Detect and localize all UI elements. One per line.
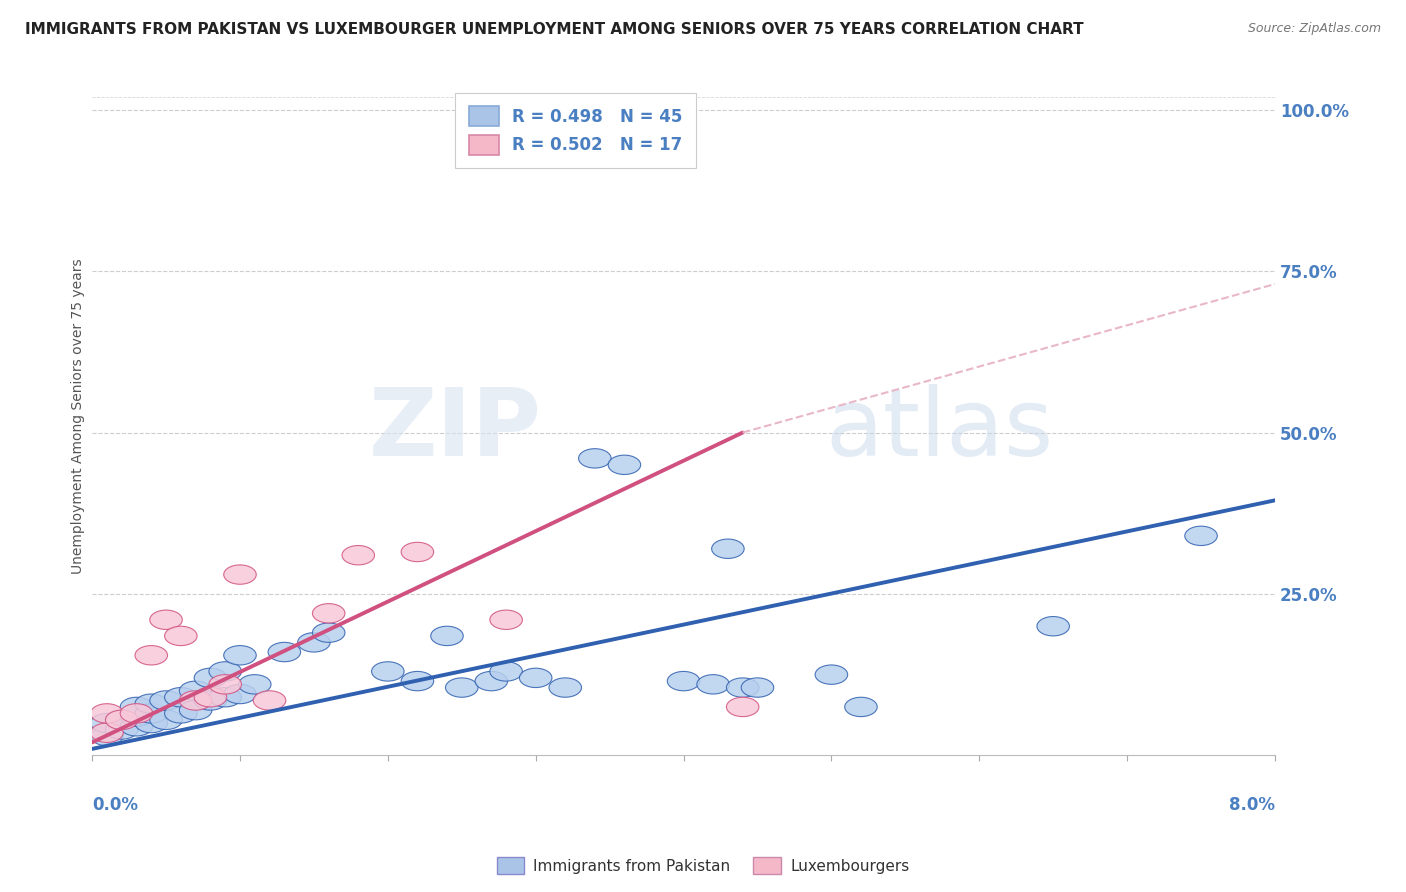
Text: 8.0%: 8.0%	[1229, 796, 1275, 814]
Ellipse shape	[105, 710, 138, 730]
Ellipse shape	[727, 698, 759, 716]
Ellipse shape	[135, 714, 167, 732]
Ellipse shape	[342, 546, 374, 565]
Ellipse shape	[105, 720, 138, 739]
Ellipse shape	[401, 542, 433, 562]
Ellipse shape	[519, 668, 553, 688]
Ellipse shape	[209, 688, 242, 707]
Ellipse shape	[727, 678, 759, 698]
Ellipse shape	[90, 723, 124, 742]
Ellipse shape	[475, 672, 508, 690]
Ellipse shape	[224, 565, 256, 584]
Ellipse shape	[135, 646, 167, 665]
Ellipse shape	[121, 698, 153, 716]
Ellipse shape	[578, 449, 612, 468]
Ellipse shape	[446, 678, 478, 698]
Ellipse shape	[697, 674, 730, 694]
Ellipse shape	[668, 672, 700, 690]
Ellipse shape	[209, 662, 242, 681]
Ellipse shape	[489, 662, 523, 681]
Ellipse shape	[489, 610, 523, 630]
Ellipse shape	[194, 668, 226, 688]
Ellipse shape	[90, 704, 124, 723]
Ellipse shape	[194, 688, 226, 707]
Ellipse shape	[135, 704, 167, 723]
Ellipse shape	[298, 632, 330, 652]
Text: ZIP: ZIP	[368, 384, 541, 476]
Ellipse shape	[209, 674, 242, 694]
Ellipse shape	[150, 710, 183, 730]
Ellipse shape	[371, 662, 404, 681]
Ellipse shape	[180, 690, 212, 710]
Ellipse shape	[224, 684, 256, 704]
Ellipse shape	[269, 642, 301, 662]
Ellipse shape	[105, 710, 138, 730]
Ellipse shape	[1036, 616, 1070, 636]
Text: Source: ZipAtlas.com: Source: ZipAtlas.com	[1247, 22, 1381, 36]
Y-axis label: Unemployment Among Seniors over 75 years: Unemployment Among Seniors over 75 years	[72, 259, 86, 574]
Ellipse shape	[224, 646, 256, 665]
Ellipse shape	[90, 714, 124, 732]
Ellipse shape	[121, 707, 153, 726]
Text: atlas: atlas	[825, 384, 1053, 476]
Ellipse shape	[90, 726, 124, 746]
Ellipse shape	[401, 672, 433, 690]
Ellipse shape	[548, 678, 582, 698]
Ellipse shape	[239, 674, 271, 694]
Ellipse shape	[194, 690, 226, 710]
Text: IMMIGRANTS FROM PAKISTAN VS LUXEMBOURGER UNEMPLOYMENT AMONG SENIORS OVER 75 YEAR: IMMIGRANTS FROM PAKISTAN VS LUXEMBOURGER…	[25, 22, 1084, 37]
Ellipse shape	[150, 690, 183, 710]
Ellipse shape	[121, 716, 153, 736]
Ellipse shape	[312, 623, 344, 642]
Ellipse shape	[741, 678, 773, 698]
Legend: Immigrants from Pakistan, Luxembourgers: Immigrants from Pakistan, Luxembourgers	[491, 851, 915, 880]
Ellipse shape	[609, 455, 641, 475]
Ellipse shape	[312, 604, 344, 623]
Text: 0.0%: 0.0%	[93, 796, 138, 814]
Ellipse shape	[815, 665, 848, 684]
Ellipse shape	[165, 626, 197, 646]
Ellipse shape	[165, 688, 197, 707]
Ellipse shape	[845, 698, 877, 716]
Legend: R = 0.498   N = 45, R = 0.502   N = 17: R = 0.498 N = 45, R = 0.502 N = 17	[456, 93, 696, 169]
Ellipse shape	[180, 700, 212, 720]
Ellipse shape	[180, 681, 212, 700]
Ellipse shape	[711, 539, 744, 558]
Ellipse shape	[150, 610, 183, 630]
Ellipse shape	[165, 704, 197, 723]
Ellipse shape	[430, 626, 463, 646]
Ellipse shape	[253, 690, 285, 710]
Ellipse shape	[121, 704, 153, 723]
Ellipse shape	[1185, 526, 1218, 546]
Ellipse shape	[135, 694, 167, 714]
